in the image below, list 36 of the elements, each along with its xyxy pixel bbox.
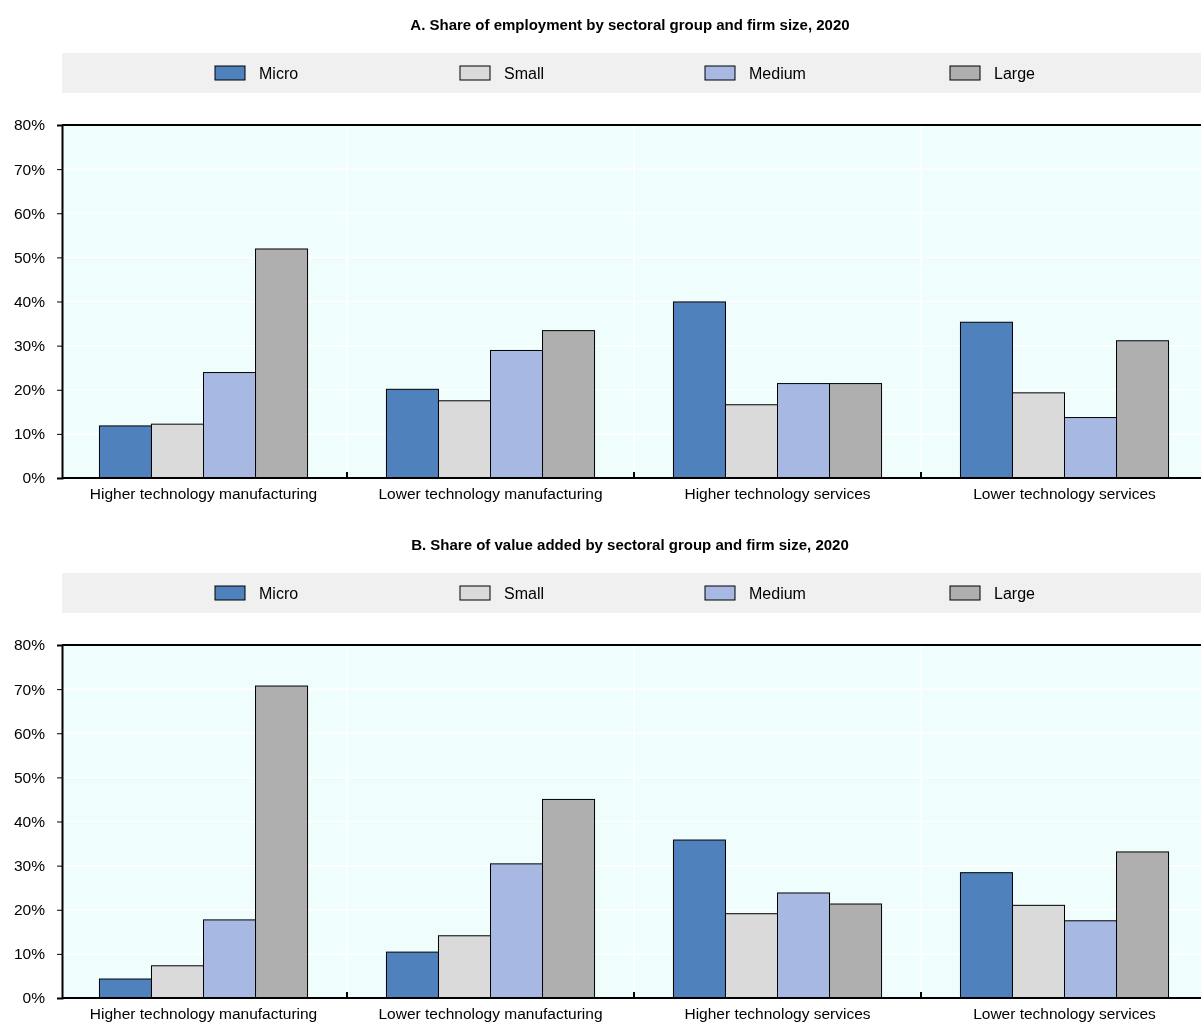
y-tick-label: 60% bbox=[13, 204, 46, 222]
x-tick-label: Lower technology services bbox=[973, 1005, 1157, 1023]
legend-label: Small bbox=[504, 65, 545, 82]
y-tick-label: 70% bbox=[13, 160, 46, 178]
y-tick-label: 80% bbox=[13, 636, 46, 654]
chart-title: A. Share of employment by sectoral group and firm size, 2020 bbox=[410, 16, 850, 33]
x-tick-label: Lower technology services bbox=[973, 485, 1157, 503]
y-tick-label: 0% bbox=[22, 469, 46, 487]
y-tick-label: 0% bbox=[22, 989, 46, 1007]
x-tick-label: Lower technology manufacturing bbox=[378, 1005, 603, 1023]
y-tick-label: 80% bbox=[13, 116, 46, 134]
y-tick-label: 30% bbox=[13, 337, 46, 355]
chart-title: B. Share of value added by sectoral group and firm size, 2020 bbox=[411, 536, 849, 553]
legend-label: Medium bbox=[749, 65, 806, 82]
y-tick-label: 10% bbox=[13, 425, 46, 443]
y-tick-label: 40% bbox=[13, 812, 46, 830]
x-tick-label: Higher technology manufacturing bbox=[89, 485, 318, 503]
legend-label: Large bbox=[994, 585, 1036, 602]
x-tick-label: Lower technology manufacturing bbox=[378, 485, 603, 503]
y-tick-label: 20% bbox=[13, 901, 46, 919]
legend-label: Large bbox=[994, 65, 1036, 82]
legend-label: Micro bbox=[259, 65, 299, 82]
y-tick-label: 40% bbox=[13, 292, 46, 310]
legend-label: Small bbox=[504, 585, 545, 602]
y-tick-label: 20% bbox=[13, 381, 46, 399]
y-tick-label: 50% bbox=[13, 248, 46, 266]
x-tick-label: Higher technology services bbox=[684, 485, 871, 503]
legend-label: Micro bbox=[259, 585, 299, 602]
y-tick-label: 60% bbox=[13, 724, 46, 742]
x-tick-label: Higher technology services bbox=[684, 1005, 871, 1023]
y-tick-label: 30% bbox=[13, 857, 46, 875]
y-tick-label: 70% bbox=[13, 680, 46, 698]
x-tick-label: Higher technology manufacturing bbox=[89, 1005, 318, 1023]
legend-label: Medium bbox=[749, 585, 806, 602]
y-tick-label: 50% bbox=[13, 768, 46, 786]
y-tick-label: 10% bbox=[13, 945, 46, 963]
